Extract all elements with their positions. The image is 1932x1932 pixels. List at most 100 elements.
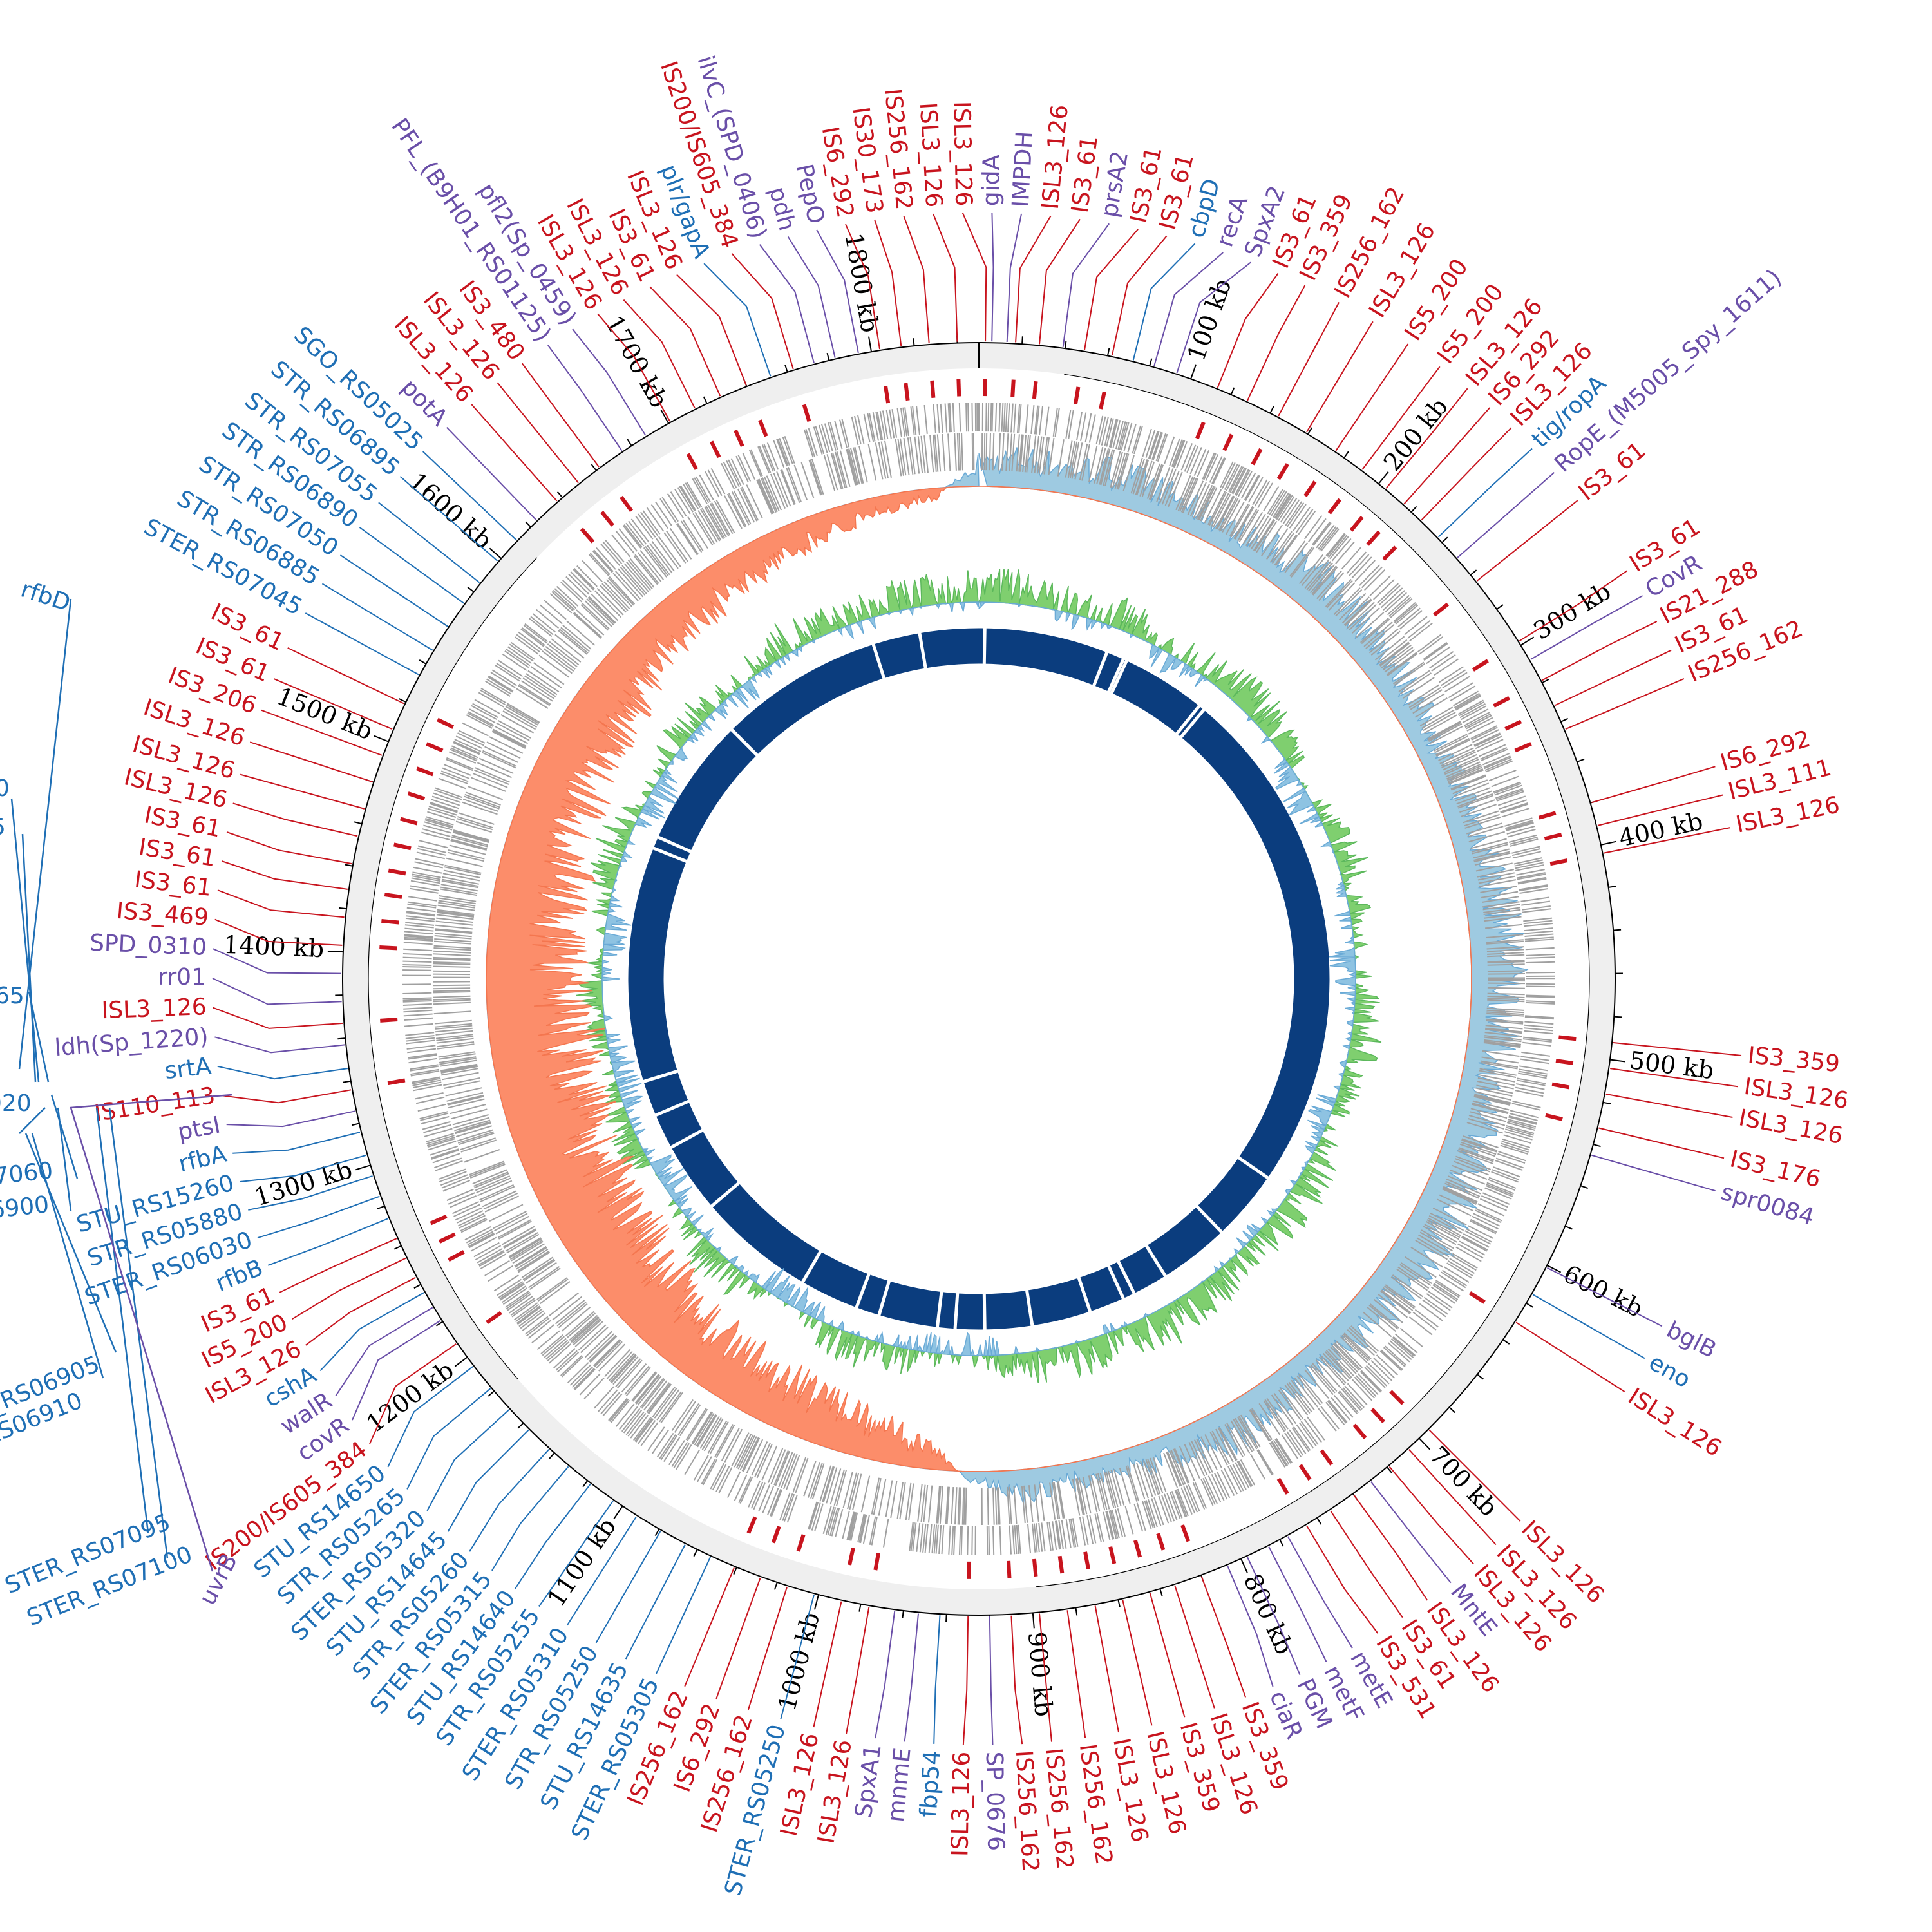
label-connector <box>232 802 358 837</box>
label-connector <box>226 831 352 865</box>
label-connector <box>1385 388 1468 489</box>
label-connector <box>1408 1449 1497 1546</box>
label-connector <box>446 427 537 521</box>
minor-tick <box>377 1205 385 1209</box>
major-tick <box>1032 1613 1035 1629</box>
label-connector <box>1421 427 1512 521</box>
label-connector <box>1613 1042 1742 1056</box>
minor-tick <box>1603 1101 1611 1105</box>
tick-label: 1100 kb <box>542 1513 621 1612</box>
is-element-mark <box>388 868 406 876</box>
is-element-mark <box>1156 1533 1166 1551</box>
inner-ring-gap <box>800 1249 822 1285</box>
inner-ring-gap <box>1092 650 1109 687</box>
is-element-mark <box>904 383 910 401</box>
inner-ring-gap <box>1116 1260 1137 1296</box>
label-connector <box>469 1449 549 1552</box>
label-connector <box>703 263 772 377</box>
label-connector <box>655 1557 711 1674</box>
feature-label: ISL3_126 <box>1624 1383 1727 1462</box>
is-element-mark <box>1327 498 1341 515</box>
label-connector <box>538 1501 614 1607</box>
minor-tick <box>354 821 363 825</box>
edge-label: 7060 <box>0 1157 54 1189</box>
is-element-mark <box>1083 1551 1090 1569</box>
label-connector <box>1457 472 1555 558</box>
label-connector <box>1610 1068 1738 1088</box>
is-element-mark <box>1389 1390 1405 1405</box>
label-connector <box>780 1595 815 1719</box>
inner-ring-gap <box>1106 1264 1126 1301</box>
feature-label: IS3_61 <box>133 866 213 902</box>
label-connector <box>1132 243 1196 361</box>
minor-tick <box>1307 427 1312 435</box>
tick-label: 800 kb <box>1238 1569 1298 1658</box>
inner-ring-gap <box>876 1280 891 1318</box>
label-connector <box>232 1132 361 1154</box>
is-element-mark <box>1514 742 1532 753</box>
label-connector <box>491 1466 569 1571</box>
tick-label: 1200 kb <box>361 1356 459 1438</box>
is-element-mark <box>426 742 444 753</box>
is-element-mark <box>1433 602 1449 617</box>
label-connector <box>1532 1294 1645 1359</box>
inner-ring-gap <box>654 1099 690 1117</box>
is-element-mark <box>1180 1524 1191 1542</box>
feature-label: ISL3_126 <box>948 101 976 207</box>
is-element-mark <box>1352 1423 1367 1439</box>
feature-label: SP_0676 <box>981 1751 1009 1851</box>
label-connector <box>287 647 404 705</box>
minor-tick <box>902 1610 904 1619</box>
feature-label: SpxA1 <box>851 1743 887 1819</box>
label-connector <box>406 1388 491 1490</box>
tick-label: 100 kb <box>1182 275 1237 365</box>
is-element-mark <box>399 817 418 826</box>
is-element-mark <box>1195 421 1206 439</box>
is-element-mark <box>1538 811 1557 820</box>
is-element-mark <box>387 1078 406 1086</box>
major-tick <box>327 951 343 953</box>
is-element-mark <box>1057 1555 1065 1574</box>
label-connector <box>1306 321 1374 433</box>
is-element-mark <box>758 419 768 437</box>
label-connector <box>875 1611 896 1739</box>
minor-tick <box>1441 536 1448 544</box>
label-connector <box>1227 1566 1274 1687</box>
edge-label: 0 <box>0 775 10 802</box>
tick-label: 900 kb <box>1023 1631 1058 1718</box>
feature-label: RopE_(M5005_Spy_1611) <box>1549 264 1786 477</box>
gc-content-positive <box>576 569 1382 1383</box>
label-connector <box>226 1110 355 1128</box>
label-connector <box>731 252 794 370</box>
tick-label: 600 kb <box>1559 1260 1648 1323</box>
is-element-mark <box>600 510 614 527</box>
major-tick <box>1546 1264 1562 1273</box>
label-connector <box>305 612 419 676</box>
label-connector <box>1542 621 1658 681</box>
minor-tick <box>525 521 532 528</box>
label-connector <box>1176 261 1251 374</box>
feature-labels: ISL3_126 gidA IMPDHISL3_126IS3_61prsA2IS3_… <box>53 53 1850 1899</box>
feature-label: eno <box>1644 1349 1695 1394</box>
label-connector <box>521 363 600 468</box>
label-connector <box>566 1516 637 1626</box>
label-connector <box>903 216 930 344</box>
label-connector <box>217 889 345 918</box>
is-element-mark <box>379 945 397 951</box>
minor-tick <box>393 1245 402 1250</box>
minor-tick <box>1448 1406 1456 1414</box>
feature-label: IMPDH <box>1008 131 1038 208</box>
is-element-mark <box>1032 1558 1038 1577</box>
label-connector <box>1388 1466 1475 1565</box>
edge-label: 65 <box>0 983 24 1009</box>
label-connector <box>1010 1615 1023 1745</box>
is-element-mark <box>438 1232 456 1244</box>
label-connector <box>962 1616 969 1745</box>
label-connector <box>214 1036 345 1054</box>
label-connector <box>1247 285 1306 401</box>
label-connector <box>1006 213 1023 343</box>
is-element-mark <box>802 404 811 422</box>
feature-label: srtA <box>163 1053 213 1084</box>
label-connector <box>1062 223 1110 347</box>
